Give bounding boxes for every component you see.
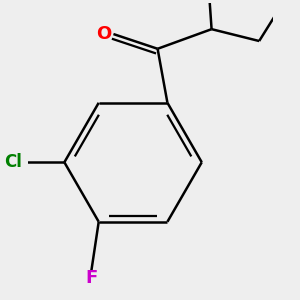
Text: F: F — [85, 269, 98, 287]
Text: Cl: Cl — [4, 153, 22, 171]
Text: O: O — [96, 25, 111, 43]
